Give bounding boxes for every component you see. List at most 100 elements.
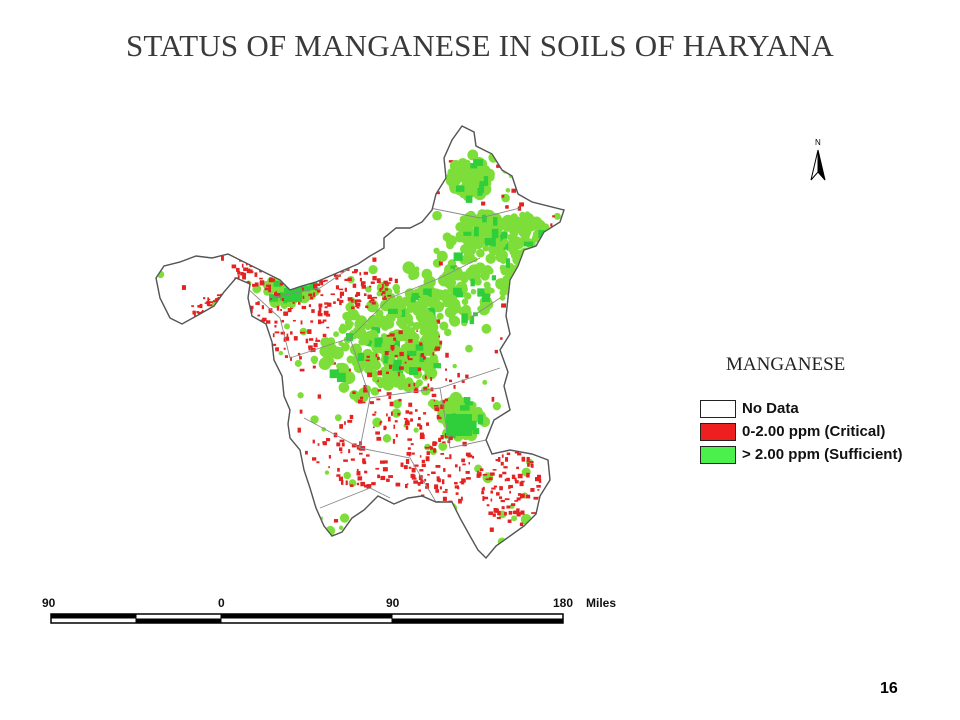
sample-patch — [498, 545, 501, 549]
sample-patch — [405, 459, 410, 464]
sample-patch — [413, 464, 419, 467]
sample-patch — [334, 260, 338, 263]
sample-patch — [172, 485, 180, 493]
sample-patch — [458, 227, 465, 234]
sample-patch — [336, 362, 350, 376]
sample-patch — [361, 482, 366, 484]
sample-patch — [275, 233, 283, 242]
sample-patch — [462, 441, 467, 447]
sample-patch — [166, 367, 170, 371]
sample-patch — [460, 244, 470, 254]
sample-patch — [520, 493, 525, 498]
sample-patch — [324, 345, 333, 354]
sample-patch — [176, 239, 185, 248]
sample-patch — [308, 338, 314, 341]
sample-patch — [520, 217, 526, 223]
sample-patch — [369, 401, 374, 405]
sample-patch — [439, 166, 442, 170]
sample-patch — [359, 396, 364, 400]
sample-patch — [308, 347, 311, 351]
sample-patch — [501, 303, 507, 308]
sample-patch — [413, 388, 419, 394]
sample-patch — [236, 316, 240, 320]
sample-patch — [316, 171, 326, 180]
sample-patch — [236, 267, 240, 272]
sample-patch — [445, 352, 449, 358]
sample-patch — [519, 202, 524, 207]
sample-patch — [522, 288, 525, 292]
sample-patch — [418, 489, 421, 492]
sample-patch — [328, 466, 330, 469]
sample-patch — [388, 364, 393, 368]
sample-patch — [463, 251, 476, 264]
sample-patch — [307, 263, 310, 267]
sample-patch — [366, 253, 370, 256]
sample-patch — [338, 325, 348, 334]
sample-patch — [443, 276, 457, 289]
sample-patch — [243, 298, 248, 301]
sample-patch — [447, 294, 458, 305]
sample-patch — [312, 439, 315, 444]
sample-patch — [241, 272, 247, 276]
sample-patch — [501, 194, 505, 198]
sample-patch — [526, 456, 530, 462]
sample-patch — [375, 353, 378, 358]
sample-patch — [340, 451, 343, 454]
sample-patch — [160, 523, 163, 529]
sample-patch — [234, 317, 240, 321]
sample-patch — [297, 392, 304, 399]
sample-patch — [253, 517, 258, 522]
sample-patch — [212, 321, 218, 326]
sample-patch — [552, 272, 557, 275]
sample-patch — [459, 190, 468, 199]
sample-patch — [337, 467, 340, 472]
sample-patch — [500, 337, 503, 340]
sample-patch — [191, 221, 200, 230]
sample-patch — [514, 510, 517, 515]
sample-patch — [491, 228, 499, 239]
sample-patch — [540, 144, 546, 150]
sample-patch — [344, 287, 347, 292]
sample-patch — [228, 309, 231, 314]
sample-patch — [245, 283, 247, 288]
sample-patch — [260, 319, 266, 322]
sample-patch — [230, 303, 234, 306]
sample-patch — [270, 256, 275, 260]
legend-label: > 2.00 ppm (Sufficient) — [742, 446, 903, 463]
sample-patch — [177, 227, 180, 232]
sample-patch — [323, 310, 329, 315]
sample-patch — [358, 332, 368, 341]
sample-patch — [481, 491, 485, 495]
sample-patch — [319, 276, 322, 278]
sample-patch — [285, 336, 290, 341]
sample-patch — [431, 471, 436, 474]
sample-patch — [395, 512, 398, 518]
sample-patch — [302, 295, 305, 299]
sample-patch — [453, 287, 463, 298]
sample-patch — [514, 451, 520, 454]
sample-patch — [520, 510, 525, 515]
sample-patch — [264, 403, 273, 412]
district-boundary — [359, 447, 437, 503]
sample-patch — [217, 184, 227, 194]
sample-patch — [499, 231, 505, 239]
sample-patch — [348, 233, 352, 239]
sample-patch — [225, 337, 237, 349]
sample-patch — [215, 305, 218, 309]
sample-patch — [510, 213, 518, 221]
sample-patch — [161, 473, 168, 479]
sample-patch — [433, 404, 439, 407]
sample-patch — [339, 295, 342, 299]
sample-patch — [415, 379, 423, 387]
sample-patch — [470, 288, 477, 295]
sample-patch — [343, 171, 346, 175]
sample-patch — [386, 282, 391, 284]
sample-patch — [418, 475, 423, 481]
sample-patch — [395, 320, 402, 326]
sample-patch — [504, 511, 507, 516]
sample-patch — [493, 485, 497, 488]
sample-patch — [500, 461, 504, 466]
sample-patch — [317, 310, 322, 315]
sample-patch — [511, 515, 518, 522]
sample-patch — [422, 360, 431, 369]
